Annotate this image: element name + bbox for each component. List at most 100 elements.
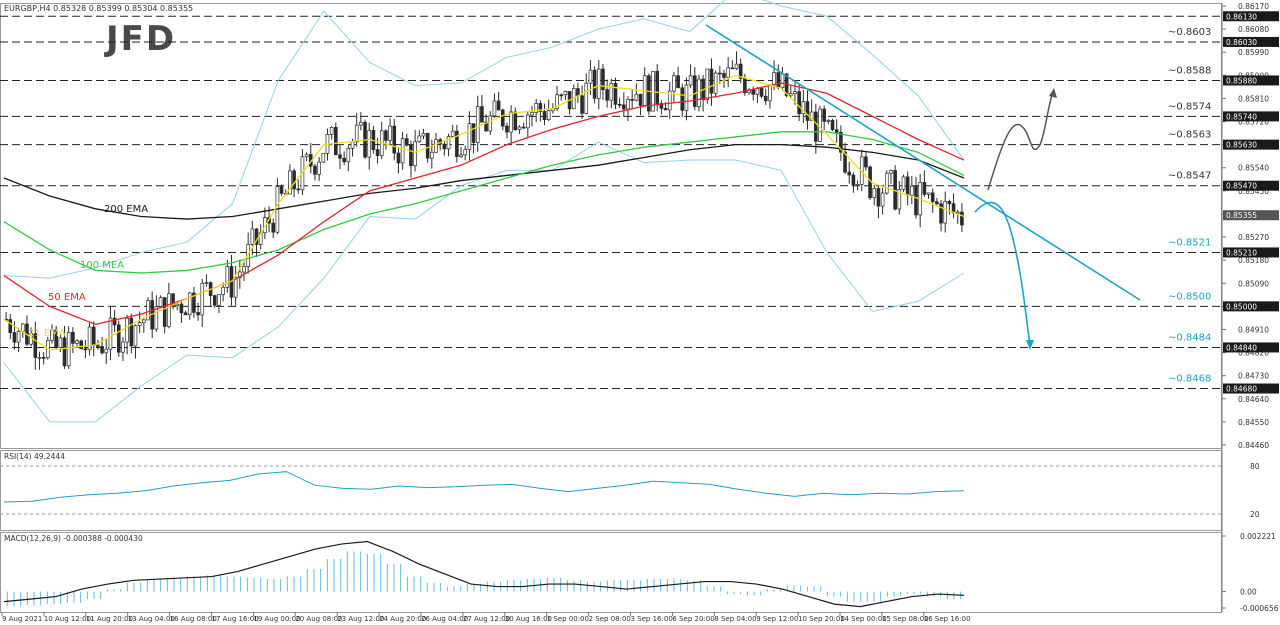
candle-body	[425, 132, 430, 159]
candle-body	[121, 341, 125, 353]
downtrend-line	[705, 24, 1141, 301]
candle-body	[37, 357, 42, 359]
price-level-tag	[1223, 301, 1279, 312]
candle-body	[692, 75, 697, 107]
candle-body	[342, 157, 346, 163]
candle-body	[79, 340, 84, 350]
candle-body	[183, 312, 188, 316]
candle-body	[680, 87, 685, 111]
candle-body	[801, 101, 806, 115]
candle-body	[755, 88, 760, 95]
candle-body	[847, 171, 852, 176]
candle-body	[688, 75, 693, 86]
candle-body	[288, 170, 292, 195]
candle-body	[722, 73, 726, 78]
candle-body	[171, 293, 175, 307]
candle-body	[914, 185, 918, 216]
candle-body	[192, 292, 196, 313]
candle-body	[843, 151, 847, 173]
time-tick-label: 14 Sep 00:00	[840, 615, 887, 623]
candle-body	[588, 69, 593, 84]
time-tick-label: 9 Sep 12:00	[756, 615, 798, 623]
level-annotation: ~0.8588	[1168, 65, 1211, 76]
candle-body	[805, 101, 810, 121]
level-annotation: ~0.8574	[1168, 101, 1211, 112]
candle-body	[626, 98, 630, 110]
candle-body	[50, 329, 54, 341]
candle-body	[839, 131, 843, 153]
price-level-tag-label: 0.85000	[1226, 302, 1257, 311]
candle-body	[718, 72, 722, 75]
ma-line-50-ema	[3, 82, 965, 326]
jfd-logo: JFD	[104, 19, 176, 59]
candle-body	[16, 330, 21, 343]
candle-body	[179, 303, 184, 314]
time-tick-label: 9 Aug 2021	[2, 615, 42, 623]
candle-body	[142, 319, 146, 324]
price-level-tag	[1223, 75, 1279, 86]
candle-body	[797, 91, 801, 115]
candle-body	[630, 98, 634, 101]
candle-body	[505, 125, 509, 133]
price-panel	[0, 3, 1222, 449]
candle-body	[129, 317, 134, 347]
candle-body	[864, 156, 868, 168]
macd-panel	[0, 532, 1222, 613]
candle-body	[175, 303, 180, 307]
candle-body	[112, 317, 117, 326]
price-tick-label: 0.84730	[1238, 372, 1269, 381]
candle-body	[125, 317, 129, 343]
candle-body	[238, 271, 242, 278]
candle-body	[162, 297, 167, 327]
level-annotation: ~0.8521	[1168, 237, 1211, 248]
candle-body	[359, 121, 363, 126]
candle-body	[250, 228, 255, 245]
ma-label: 50 EMA	[48, 292, 86, 303]
time-tick-label: 2 Sep 08:00	[589, 615, 631, 623]
price-level-tag	[1223, 247, 1279, 258]
candle-body	[884, 172, 889, 194]
candle-body	[609, 83, 614, 101]
candle-body	[851, 174, 856, 186]
candle-body	[872, 188, 877, 199]
price-tick-label: 0.84460	[1238, 441, 1269, 450]
ma-label: 100 MEA	[80, 260, 124, 271]
candle-body	[530, 112, 534, 116]
candle-body	[638, 93, 643, 106]
candle-body	[935, 201, 939, 205]
candle-body	[8, 319, 13, 333]
rsi-tick-label: 20	[1250, 510, 1260, 519]
price-level-tag-label: 0.85470	[1226, 182, 1257, 191]
time-tick-label: 10 Aug 12:00	[44, 615, 91, 623]
candle-body	[601, 68, 605, 91]
candle-body	[71, 331, 75, 344]
candle-body	[926, 192, 931, 195]
candle-body	[396, 152, 401, 164]
time-tick-label: 24 Aug 20:00	[379, 615, 426, 623]
candle-body	[471, 123, 476, 143]
candle-body	[488, 115, 493, 132]
level-annotation: ~0.8547	[1168, 171, 1211, 182]
candle-body	[663, 108, 668, 111]
price-level-tag	[1223, 180, 1279, 191]
price-tick-label: 0.86170	[1238, 2, 1269, 11]
macd-tick-label: -0.000656	[1240, 604, 1279, 613]
candle-body	[734, 63, 739, 69]
candle-body	[584, 82, 589, 114]
candle-body	[922, 182, 927, 195]
candle-body	[555, 94, 559, 109]
candle-body	[634, 93, 639, 101]
time-tick-label: 27 Aug 12:00	[463, 615, 510, 623]
candle-body	[104, 348, 109, 354]
candle-body	[75, 340, 79, 344]
rsi-tick-label: 80	[1250, 462, 1260, 471]
candle-body	[521, 126, 526, 129]
candle-body	[676, 75, 680, 89]
candle-body	[738, 63, 743, 79]
price-level-tag-label: 0.85210	[1226, 248, 1257, 257]
candle-body	[137, 322, 142, 327]
candle-body	[943, 201, 948, 224]
candle-body	[116, 324, 121, 353]
candle-body	[672, 75, 676, 92]
candle-body	[780, 73, 785, 89]
